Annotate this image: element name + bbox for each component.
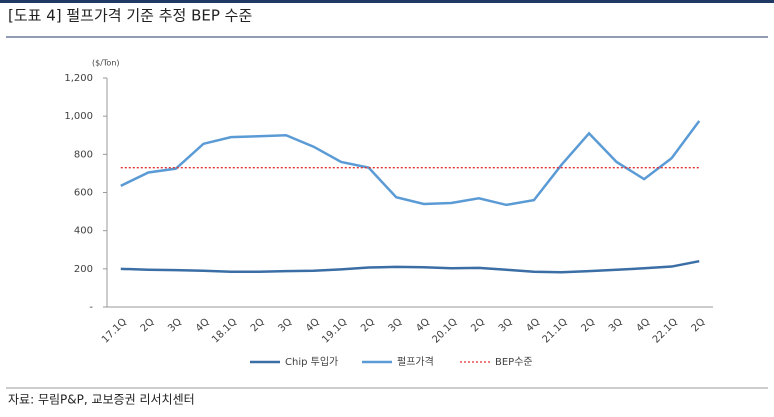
x-tick-label: 18.1Q xyxy=(210,316,239,345)
legend-label: Chip 투입가 xyxy=(285,355,338,368)
x-tick-label: 4Q xyxy=(304,316,322,334)
x-tick-label: 2Q xyxy=(359,316,377,334)
x-tick-label: 20.1Q xyxy=(430,316,459,345)
x-tick-label: 3Q xyxy=(497,316,515,334)
y-tick-label: 1,000 xyxy=(64,111,93,122)
x-tick-label: 4Q xyxy=(635,316,653,334)
x-tick-label: 19.1Q xyxy=(320,316,349,345)
x-tick-label: 2Q xyxy=(139,316,157,334)
x-tick-label: 2Q xyxy=(249,316,267,334)
x-tick-label: 3Q xyxy=(276,316,294,334)
x-tick-label: 17.1Q xyxy=(100,316,129,345)
x-tick-label: 3Q xyxy=(166,316,184,334)
x-tick-label: 3Q xyxy=(607,316,625,334)
series-line xyxy=(120,120,701,207)
x-tick-label: 21.1Q xyxy=(541,316,570,345)
y-tick-label: 800 xyxy=(74,149,93,160)
legend-label: 펄프가격 xyxy=(397,355,434,368)
chart-title: [도표 4] 펄프가격 기준 추정 BEP 수준 xyxy=(8,7,252,25)
top-rule xyxy=(0,0,774,3)
x-tick-label: 22.1Q xyxy=(651,316,680,345)
y-tick-label: 600 xyxy=(74,188,93,199)
y-tick-label: 1,200 xyxy=(64,73,93,84)
x-tick-label: 3Q xyxy=(387,316,405,334)
x-tick-label: 2Q xyxy=(469,316,487,334)
source-note: 자료: 무림P&P, 교보증권 리서치센터 xyxy=(8,393,195,407)
series-line xyxy=(120,259,700,274)
y-axis-unit: ($/Ton) xyxy=(92,59,120,68)
x-tick-label: 4Q xyxy=(414,316,432,334)
x-tick-label: 4Q xyxy=(194,316,212,334)
y-tick-label: 400 xyxy=(74,226,93,237)
y-tick-label: 200 xyxy=(74,264,93,275)
y-tick-label: - xyxy=(89,302,93,313)
legend-label: BEP수준 xyxy=(495,356,533,368)
x-tick-label: 2Q xyxy=(579,316,597,334)
x-tick-label: 2Q xyxy=(690,316,708,334)
x-tick-label: 4Q xyxy=(524,316,542,334)
